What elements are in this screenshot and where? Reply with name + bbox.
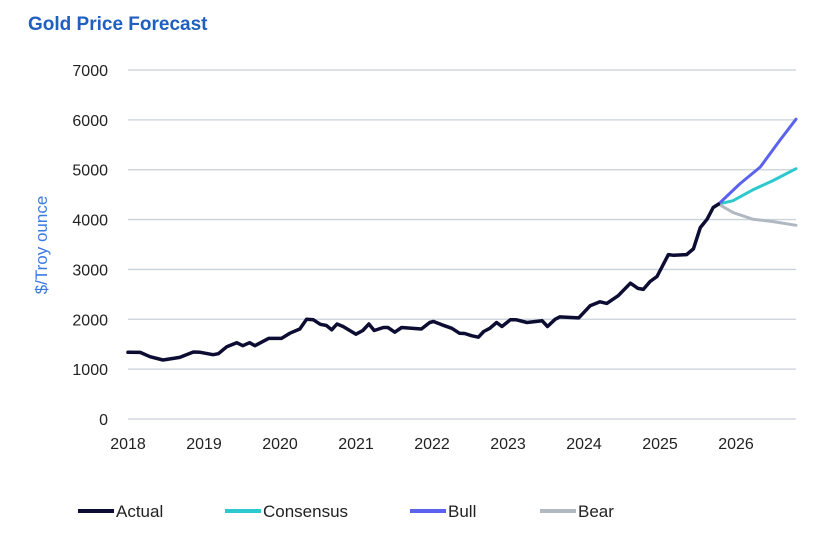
y-tick-label: 4000	[72, 213, 108, 230]
series-line-consensus	[717, 167, 798, 206]
x-tick-label: 2022	[414, 436, 450, 453]
x-tick-label: 2026	[718, 436, 754, 453]
series-line-bear	[717, 202, 798, 227]
y-tick-label: 1000	[72, 362, 108, 379]
legend-label-bull: Bull	[448, 502, 476, 521]
y-tick-label: 6000	[72, 113, 108, 130]
x-tick-label: 2025	[642, 436, 678, 453]
series-line-bull	[717, 117, 798, 206]
y-tick-label: 2000	[72, 312, 108, 329]
y-tick-label: 0	[99, 412, 108, 429]
chart-title: Gold Price Forecast	[28, 14, 208, 35]
legend-label-actual: Actual	[116, 502, 163, 521]
x-tick-label: 2021	[338, 436, 374, 453]
y-tick-label: 3000	[72, 262, 108, 279]
y-tick-label: 7000	[72, 63, 108, 80]
y-axis-label: $/Troy ounce	[32, 196, 51, 295]
legend-label-bear: Bear	[578, 502, 614, 521]
x-tick-label: 2023	[490, 436, 526, 453]
x-tick-label: 2020	[262, 436, 298, 453]
x-tick-label: 2019	[186, 436, 222, 453]
x-tick-label: 2024	[566, 436, 602, 453]
legend-label-consensus: Consensus	[263, 502, 348, 521]
x-tick-label: 2018	[110, 436, 146, 453]
series-line-actual	[126, 202, 721, 362]
y-tick-label: 5000	[72, 163, 108, 180]
